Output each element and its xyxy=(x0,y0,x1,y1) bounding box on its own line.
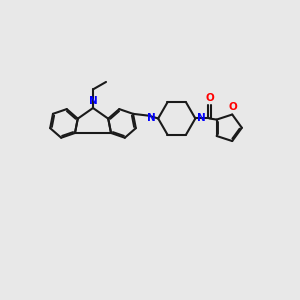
Text: O: O xyxy=(206,93,214,103)
Text: N: N xyxy=(88,96,98,106)
Text: N: N xyxy=(147,113,156,124)
Text: N: N xyxy=(197,113,206,124)
Text: O: O xyxy=(229,102,238,112)
